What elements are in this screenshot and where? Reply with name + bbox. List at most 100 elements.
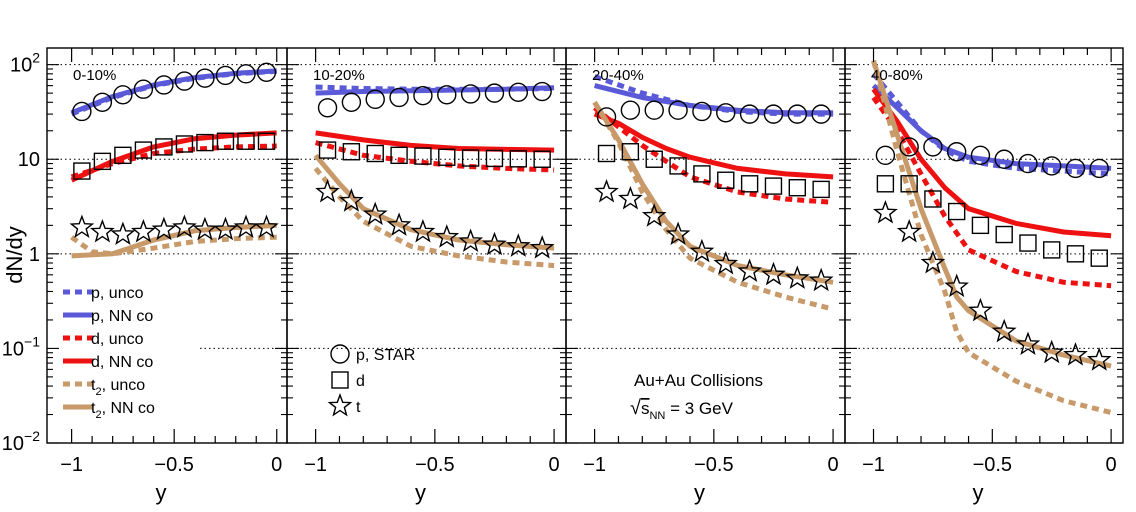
marker-p <box>236 64 256 84</box>
panel-2: 10-20% <box>287 64 566 349</box>
marker-d <box>764 177 783 195</box>
panel-4: 40-80% <box>845 59 1123 415</box>
x-tick-label: 0 <box>828 454 839 476</box>
marker-t <box>315 178 340 203</box>
x-ticks: −1 −0.5 0 y <box>304 48 560 505</box>
y-tick-base: 10 <box>10 55 32 77</box>
legend-label-d-unco: d, unco <box>91 331 144 348</box>
legend-label-p-nn: p, NN co <box>91 308 153 325</box>
marker-d <box>1066 245 1085 263</box>
marker-p <box>133 79 154 99</box>
marker-d <box>93 152 112 171</box>
marker-p <box>365 89 385 110</box>
marker-p <box>811 104 831 124</box>
marker-t <box>896 218 922 243</box>
marker-t <box>529 235 555 259</box>
y-tick-exponent: 2 <box>32 50 40 66</box>
marker-t <box>689 238 715 263</box>
marker-d <box>461 149 480 167</box>
marker-p <box>195 68 215 88</box>
marker-d <box>947 202 966 221</box>
marker-d <box>924 190 942 208</box>
y-tick-label: 102 <box>10 50 40 77</box>
y-ticks <box>566 64 845 444</box>
marker-d <box>366 144 384 163</box>
marker-p <box>72 101 92 122</box>
marker-t <box>1039 339 1065 364</box>
annotation-line2: √sNN = 3 GeV <box>630 397 734 422</box>
marker-p <box>875 145 896 166</box>
panel-label: 40-80% <box>871 67 923 84</box>
legend-marker-square <box>331 371 349 389</box>
marker-d <box>342 143 361 161</box>
marker-d <box>876 175 895 193</box>
marker-p <box>413 85 433 106</box>
marker-d <box>196 133 214 152</box>
marker-d <box>257 132 276 150</box>
curve-d-unco <box>70 143 277 180</box>
marker-t <box>665 221 691 246</box>
marker-p <box>923 137 943 157</box>
curve-t-nn <box>313 153 555 251</box>
marker-d <box>812 180 830 199</box>
marker-d <box>237 132 255 150</box>
x-tick-label: −0.5 <box>694 454 733 476</box>
legend-marker-star <box>327 392 353 417</box>
marker-t <box>254 214 279 239</box>
x-axis-label: y <box>415 480 426 505</box>
marker-d <box>134 141 153 159</box>
curve-t-nn <box>871 59 1112 369</box>
marker-p <box>739 104 760 124</box>
x-tick-label: 0 <box>271 454 282 476</box>
legend-label-d-nn: d, NN co <box>91 354 153 371</box>
panel-label: 20-40% <box>592 67 644 84</box>
marker-p <box>92 92 113 112</box>
curve-t-nn <box>71 222 277 259</box>
marker-p <box>215 65 236 86</box>
marker-t <box>617 185 643 210</box>
y-tick-base: 1 <box>29 244 40 266</box>
curve-d-unco <box>871 96 1112 289</box>
marker-t <box>944 273 969 298</box>
marker-p <box>256 62 277 83</box>
curve-d-nn <box>315 130 555 153</box>
marker-t <box>410 218 436 243</box>
marker-d <box>175 135 194 153</box>
legend-marker-label: t <box>356 399 361 416</box>
marker-p <box>620 100 641 120</box>
nn-subscript: NN <box>649 410 665 422</box>
marker-p <box>1065 158 1086 179</box>
curve-p-nn <box>871 83 1112 171</box>
marker-p <box>389 87 409 108</box>
marker-d <box>971 216 990 235</box>
marker-p <box>787 104 808 124</box>
marker-p <box>763 104 784 124</box>
x-tick-label: 0 <box>549 454 560 476</box>
marker-d <box>995 225 1013 244</box>
curve-t-unco <box>592 101 834 312</box>
annotation: Au+Au Collisions √sNN = 3 GeV <box>630 371 763 422</box>
x-tick-label: 0 <box>1106 454 1117 476</box>
legend-label-t-unco: t2, unco <box>91 377 145 398</box>
marker-t <box>713 250 739 275</box>
curve-d-nn <box>593 111 834 180</box>
marker-d <box>669 157 687 175</box>
marker-t <box>784 265 810 289</box>
marker-d <box>390 146 408 165</box>
legend-marker-label: d <box>356 373 365 390</box>
y-tick-label: 10 <box>18 149 40 171</box>
marker-p <box>341 92 362 112</box>
marker-t <box>808 267 834 292</box>
marker-t <box>968 297 993 322</box>
y-tick-label: 1 <box>29 244 40 266</box>
marker-p <box>596 107 617 127</box>
marker-t <box>338 188 364 212</box>
curve-p-nn <box>593 83 834 116</box>
marker-d <box>533 150 551 168</box>
marker-t <box>110 221 136 246</box>
marker-p <box>716 103 736 123</box>
marker-t <box>362 201 388 226</box>
marker-p <box>154 75 174 95</box>
marker-p <box>692 101 712 122</box>
